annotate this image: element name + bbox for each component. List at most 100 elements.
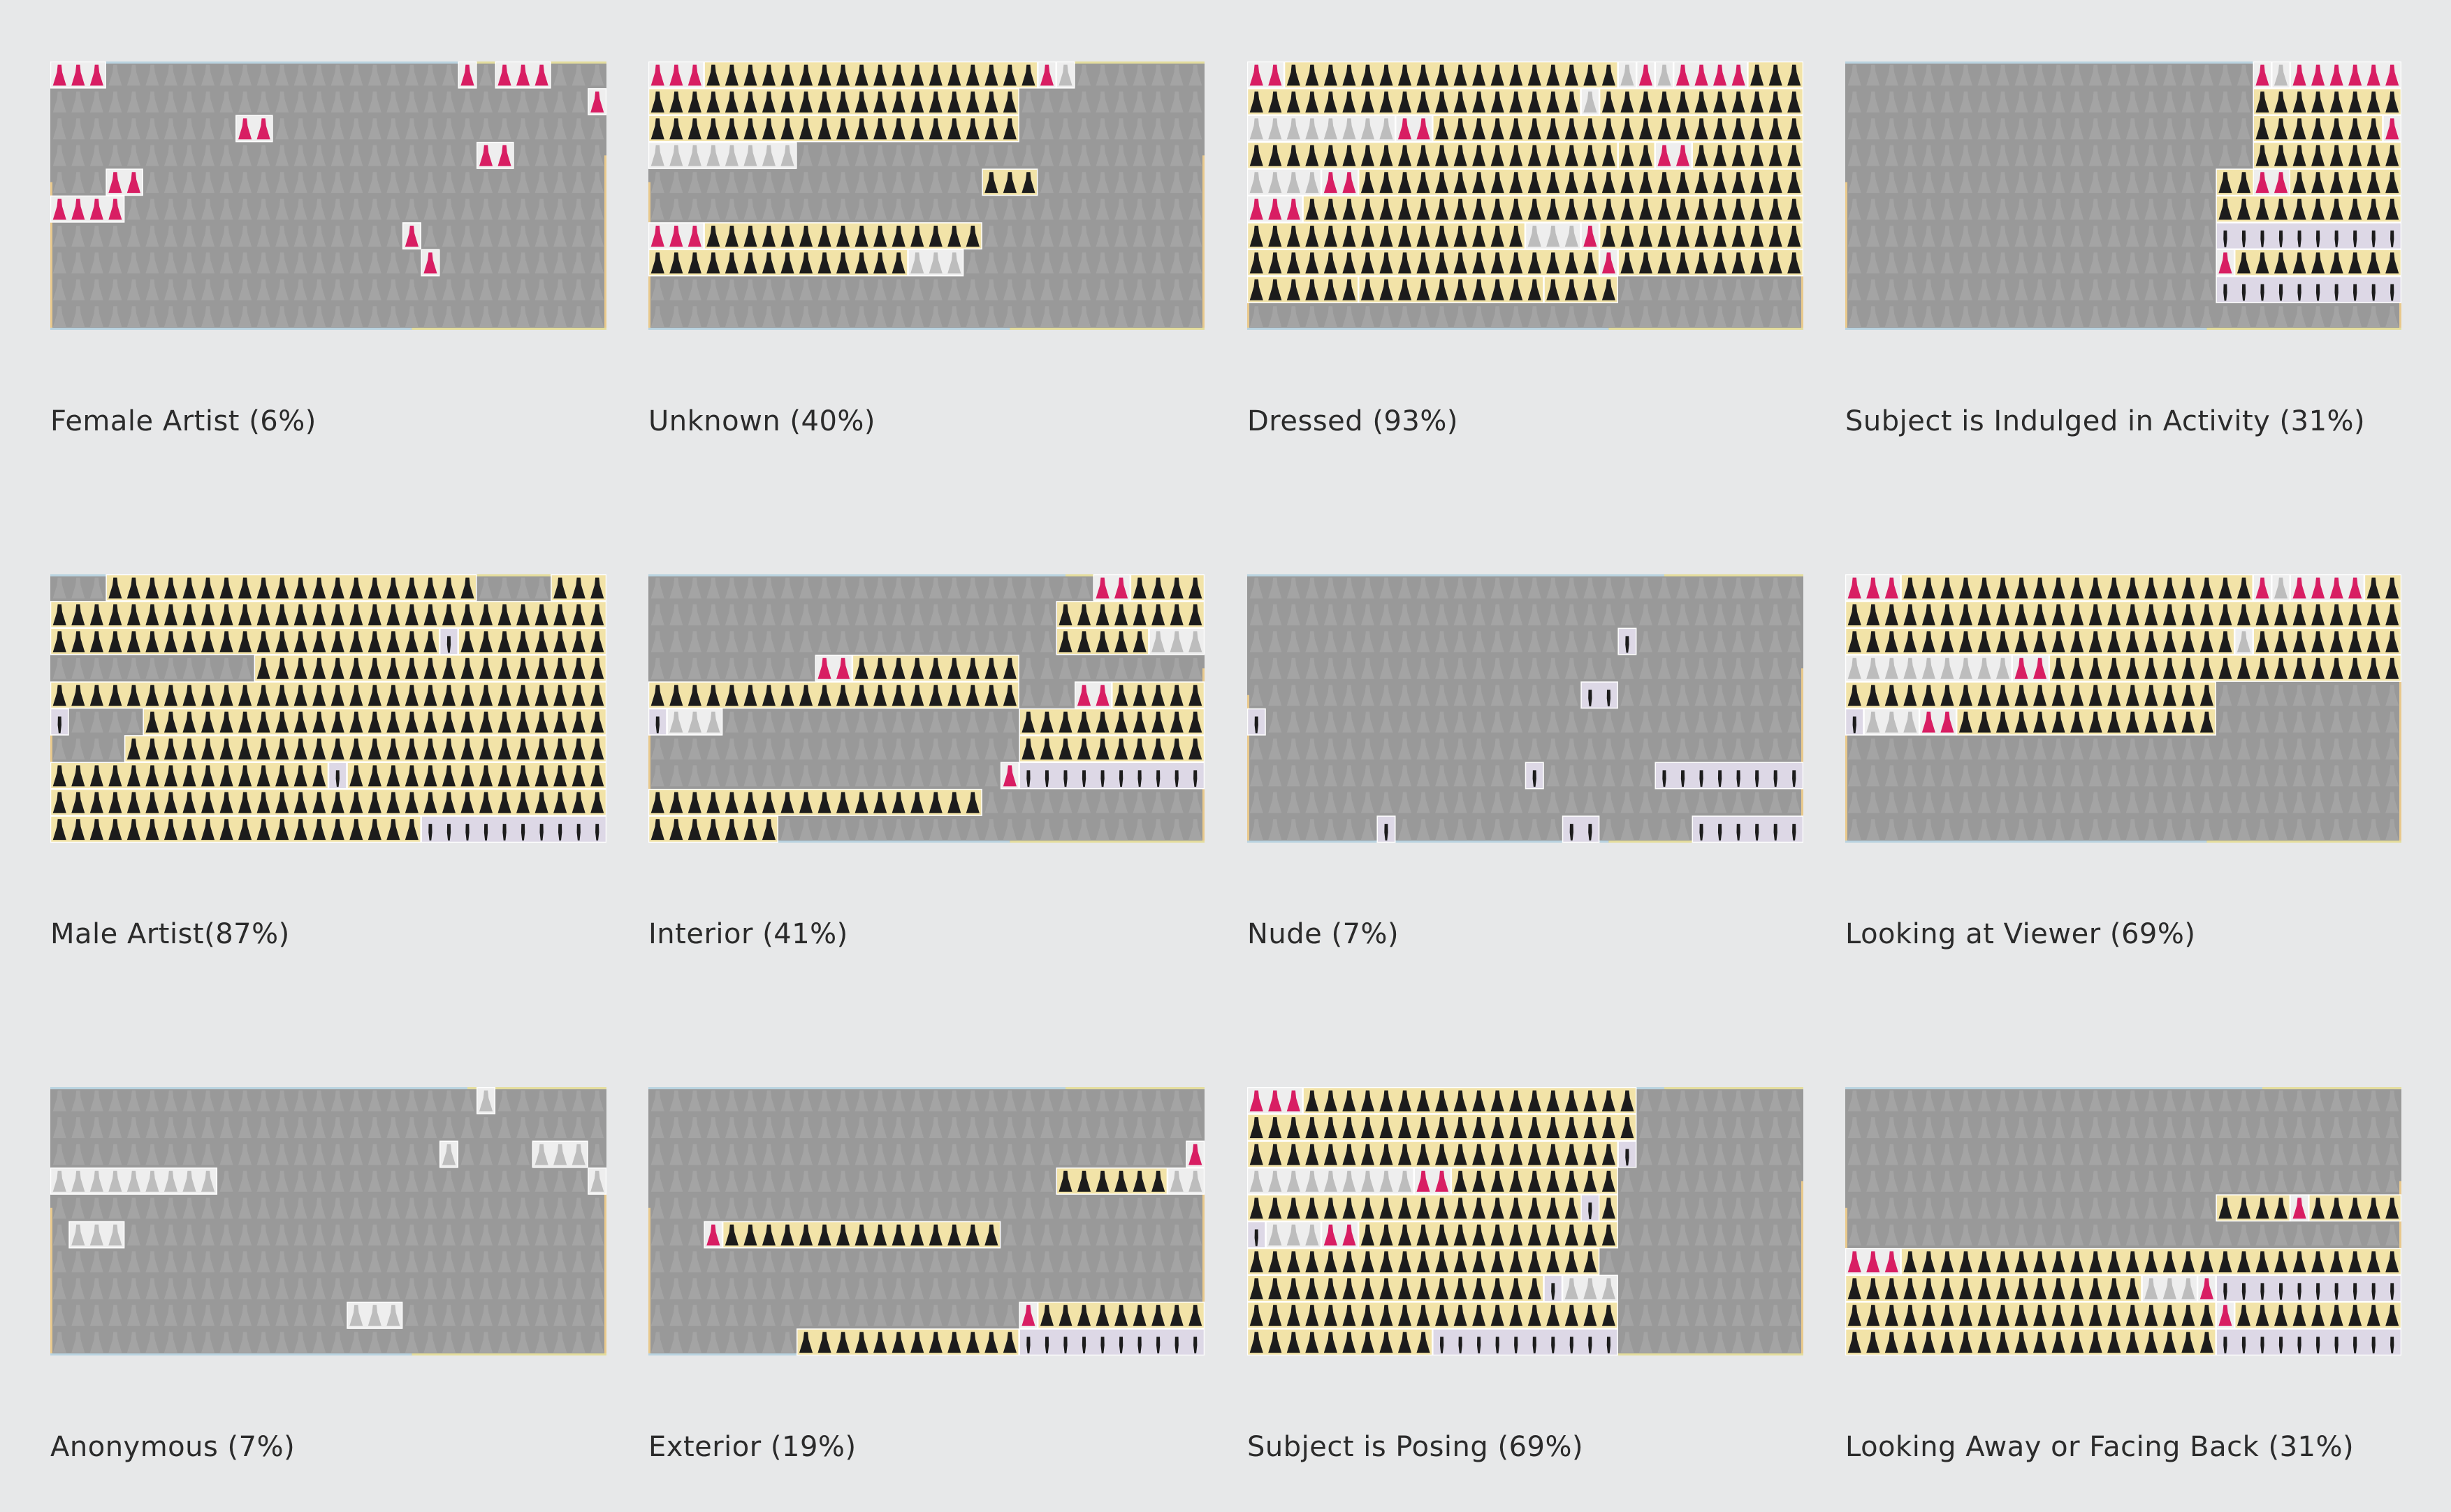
dress-icon [423,252,437,274]
dress-icon [688,145,701,166]
dress-icon [1077,1304,1091,1326]
figure-icon [2390,1337,2394,1353]
dress-icon [1921,685,1935,706]
dress-icon [1847,1278,1861,1300]
dress-icon [553,765,567,787]
dress-icon [256,604,270,625]
dress-icon [2051,631,2065,653]
dress-icon [330,792,344,813]
figure-icon [2334,284,2339,301]
dress-icon [182,1170,196,1192]
dress-icon [553,792,567,813]
icon-run-box [1358,168,1803,196]
dress-icon [2311,198,2325,220]
dress-icon [182,819,196,841]
dress-icon [1268,226,1282,247]
icon-run-pink [1321,1221,1359,1249]
dress-icon [1268,1224,1282,1246]
dress-icon [1379,198,1393,220]
dress-icon [2033,1251,2047,1272]
dress-icon [1286,1170,1300,1192]
dress-icon [89,1170,103,1192]
dress-icon [1940,604,1954,625]
icon-run-black [704,222,982,250]
dress-icon [1601,1304,1615,1326]
dress-icon [1170,1170,1184,1192]
dress-icon [479,1090,493,1112]
dress-icon [1360,226,1375,247]
dress-icon [89,819,103,841]
dress-icon [2070,604,2084,625]
dress-icon [2366,172,2380,194]
dress-icon [1490,1090,1504,1112]
icon-run-black [852,654,1019,682]
dress-icon [2237,252,2251,274]
dress-icon [201,711,215,733]
dress-icon [534,1144,548,1165]
icon-run-box [1019,1328,1205,1355]
dress-icon [892,1224,906,1246]
dress-icon [1583,1170,1597,1192]
icon-run-grey [1149,627,1205,655]
dress-icon [743,819,757,841]
dress-icon [1170,604,1184,625]
dress-icon [590,765,604,787]
dress-icon [1546,92,1560,112]
dress-icon [71,1170,85,1192]
dress-icon [1527,1198,1541,1219]
dress-icon [762,118,776,140]
figure-icon [2390,230,2394,247]
dress-icon [145,711,159,733]
dress-icon [1188,1170,1202,1192]
dress-icon [1077,711,1091,733]
icon-run-grey [1247,115,1396,143]
dress-icon [1305,226,1319,247]
dress-icon [219,604,233,625]
dress-icon [799,792,813,813]
figure-icon [1514,1337,1518,1353]
dress-icon [534,604,548,625]
icon-run-black [648,815,778,843]
icon-run-black [50,815,421,843]
dress-icon [1059,631,1072,653]
figure-icon [1063,1337,1068,1353]
dress-icon [1188,1144,1202,1165]
dress-icon [1490,1198,1504,1219]
dress-icon [1490,1278,1504,1300]
dress-icon [892,657,906,679]
dress-icon [89,198,103,220]
dress-icon [1416,1304,1430,1326]
chart-caption: Looking at Viewer (69%) [1845,918,2196,950]
dress-icon [1694,92,1708,112]
dress-icon [2051,604,2065,625]
icon-run-black [50,601,606,629]
dress-icon [590,604,604,625]
dress-icon [293,711,307,733]
dress-icon [1620,198,1634,220]
dress-icon [1750,226,1764,247]
figure-icon [1699,824,1703,841]
dress-icon [1416,172,1430,194]
icon-run-black [1247,1194,1618,1222]
dress-icon [2311,172,2325,194]
figure-icon [1755,770,1759,787]
icon-run-box [1845,1301,2216,1329]
figure-icon [2315,230,2320,247]
dress-icon [386,739,400,759]
dress-icon [1397,1090,1412,1112]
icon-run-box [1358,1221,1618,1249]
dress-icon [1527,1251,1541,1272]
dress-icon [650,685,664,706]
dress-icon [497,64,511,86]
dress-icon [1268,64,1282,86]
dress-icon [929,1224,943,1246]
dress-icon [1866,604,1880,625]
dress-icon [1866,1278,1880,1300]
dress-icon [762,1224,776,1246]
dress-icon [1416,1278,1430,1300]
dress-icon [1379,1090,1393,1112]
dress-icon [1249,198,1263,220]
dress-icon [52,1170,66,1192]
dress-icon [984,118,998,140]
dress-icon [1694,145,1708,166]
